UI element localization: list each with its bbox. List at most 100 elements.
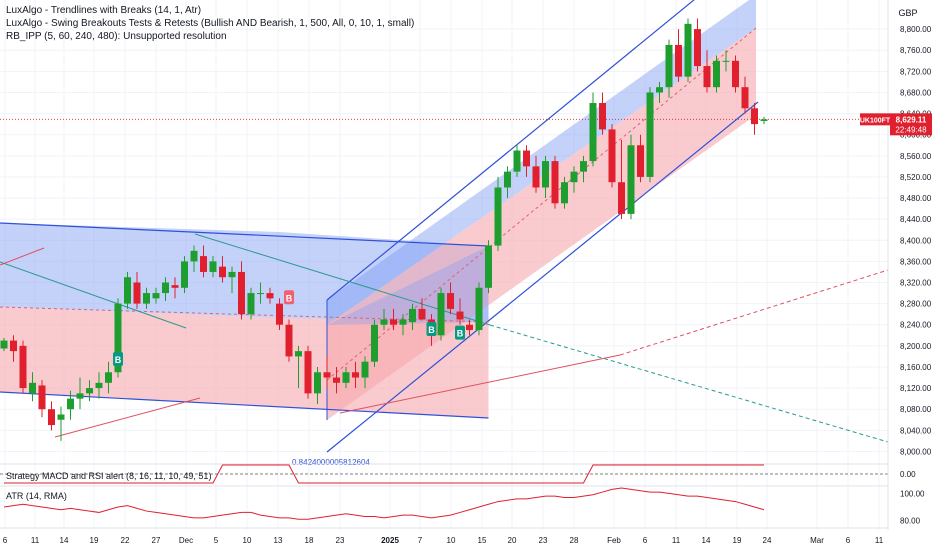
- candle-body: [238, 271, 245, 315]
- time-tick: 19: [90, 536, 99, 545]
- time-tick: 11: [875, 536, 884, 545]
- time-tick: 28: [570, 536, 579, 545]
- symbol-tag-text: UK100FT: [860, 117, 891, 124]
- candle-body: [19, 345, 27, 389]
- signal-sell: B: [284, 290, 294, 305]
- candle-body: [523, 150, 530, 167]
- candle-body: [703, 66, 711, 88]
- candle-body: [314, 372, 321, 394]
- candle-body: [371, 324, 378, 362]
- channel-line-upper-left: [0, 222, 489, 247]
- price-tick: 8,240.00: [900, 321, 932, 330]
- candle-body: [627, 145, 635, 214]
- trendline-red-2: [54, 397, 201, 438]
- price-axis-bg: [888, 0, 932, 550]
- legend-swing-breakouts[interactable]: LuxAlgo - Swing Breakouts Tests & Retest…: [6, 18, 415, 29]
- candle-body: [124, 277, 131, 304]
- signal-label: B: [115, 355, 122, 365]
- time-tick: 22: [121, 536, 130, 545]
- candle-body: [86, 388, 93, 394]
- candle-body: [10, 340, 17, 352]
- signal-badge: [113, 352, 123, 367]
- price-tick: 8,480.00: [900, 194, 932, 203]
- time-tick: 27: [152, 536, 161, 545]
- time-axis-bg: [0, 530, 932, 550]
- candle-body: [219, 266, 226, 278]
- time-tick: 7: [418, 536, 423, 545]
- price-tag-countdown: 22:49:48: [895, 125, 927, 134]
- candle-body: [589, 103, 597, 162]
- candle-body: [513, 150, 521, 172]
- price-tick: 8,720.00: [900, 67, 932, 76]
- time-tick: 2025: [381, 536, 399, 545]
- price-tick: 8,400.00: [900, 236, 932, 245]
- candle-body: [209, 261, 217, 272]
- price-tag-value: 8,629.11: [896, 115, 927, 124]
- candle-body: [466, 324, 473, 331]
- candle-body: [618, 182, 625, 214]
- candle-body: [409, 308, 416, 323]
- candle-body: [475, 287, 483, 331]
- candle-body: [114, 303, 122, 373]
- price-tick: 8,160.00: [900, 363, 932, 372]
- candle-body: [447, 293, 454, 309]
- price-tick: 8,080.00: [900, 405, 932, 414]
- legend-trendlines[interactable]: LuxAlgo - Trendlines with Breaks (14, 1,…: [6, 5, 202, 16]
- signal-buy: B: [455, 325, 465, 340]
- candle-body: [504, 171, 511, 188]
- channel-line-lower-right: [326, 101, 759, 453]
- candle-body: [665, 44, 673, 88]
- price-tick: 8,040.00: [900, 426, 932, 435]
- candle-body: [494, 187, 502, 246]
- candle-body: [162, 282, 169, 294]
- trendline-red-ext: [619, 269, 889, 356]
- legend-rb-ipp[interactable]: RB_IPP (5, 60, 240, 480): Unsupported re…: [6, 31, 227, 42]
- candle-body: [352, 372, 359, 378]
- candle-body: [437, 293, 445, 336]
- candle-body: [333, 377, 340, 383]
- signal-badge: [426, 321, 437, 336]
- trendline-teal-1: [0, 261, 187, 329]
- bearish-zone-upper: [0, 223, 280, 318]
- time-tick: 6: [846, 536, 851, 545]
- signal-label: B: [286, 293, 293, 303]
- price-tick: 8,680.00: [900, 88, 932, 97]
- time-tick: 6: [643, 536, 648, 545]
- candle-body: [304, 351, 312, 394]
- candle-body: [171, 285, 179, 288]
- candle-body: [751, 108, 758, 125]
- candle-body: [133, 282, 141, 304]
- signal-badge: [284, 290, 294, 305]
- time-tick: 23: [336, 536, 345, 545]
- currency-label: GBP: [898, 8, 917, 18]
- signal-label: B: [457, 329, 464, 339]
- time-tick: Dec: [179, 536, 193, 545]
- candle-body: [551, 161, 559, 204]
- candle-body: [656, 87, 663, 93]
- candle-body: [323, 372, 331, 378]
- price-tick: 8,800.00: [900, 25, 932, 34]
- candle-body: [637, 145, 644, 177]
- candle-body: [741, 87, 749, 109]
- atr-tick: 80.00: [900, 517, 921, 526]
- candle-body: [105, 372, 112, 383]
- candle-body: [361, 361, 369, 378]
- price-tick: 8,280.00: [900, 300, 932, 309]
- price-tick: 8,000.00: [900, 447, 932, 456]
- candle-body: [38, 385, 46, 410]
- candle-body: [285, 324, 293, 357]
- trendline-teal-ext: [489, 324, 889, 443]
- candle-body: [532, 166, 540, 188]
- price-tick: 8,200.00: [900, 342, 932, 351]
- candle-body: [57, 414, 65, 420]
- symbol-tag: [860, 113, 890, 126]
- candle-body: [95, 382, 103, 389]
- strategy-line: [4, 464, 764, 484]
- time-tick: 24: [763, 536, 772, 545]
- candle-body: [399, 319, 407, 325]
- candle-body: [247, 293, 255, 315]
- time-tick: 18: [305, 536, 314, 545]
- trendline-red-1: [0, 247, 45, 266]
